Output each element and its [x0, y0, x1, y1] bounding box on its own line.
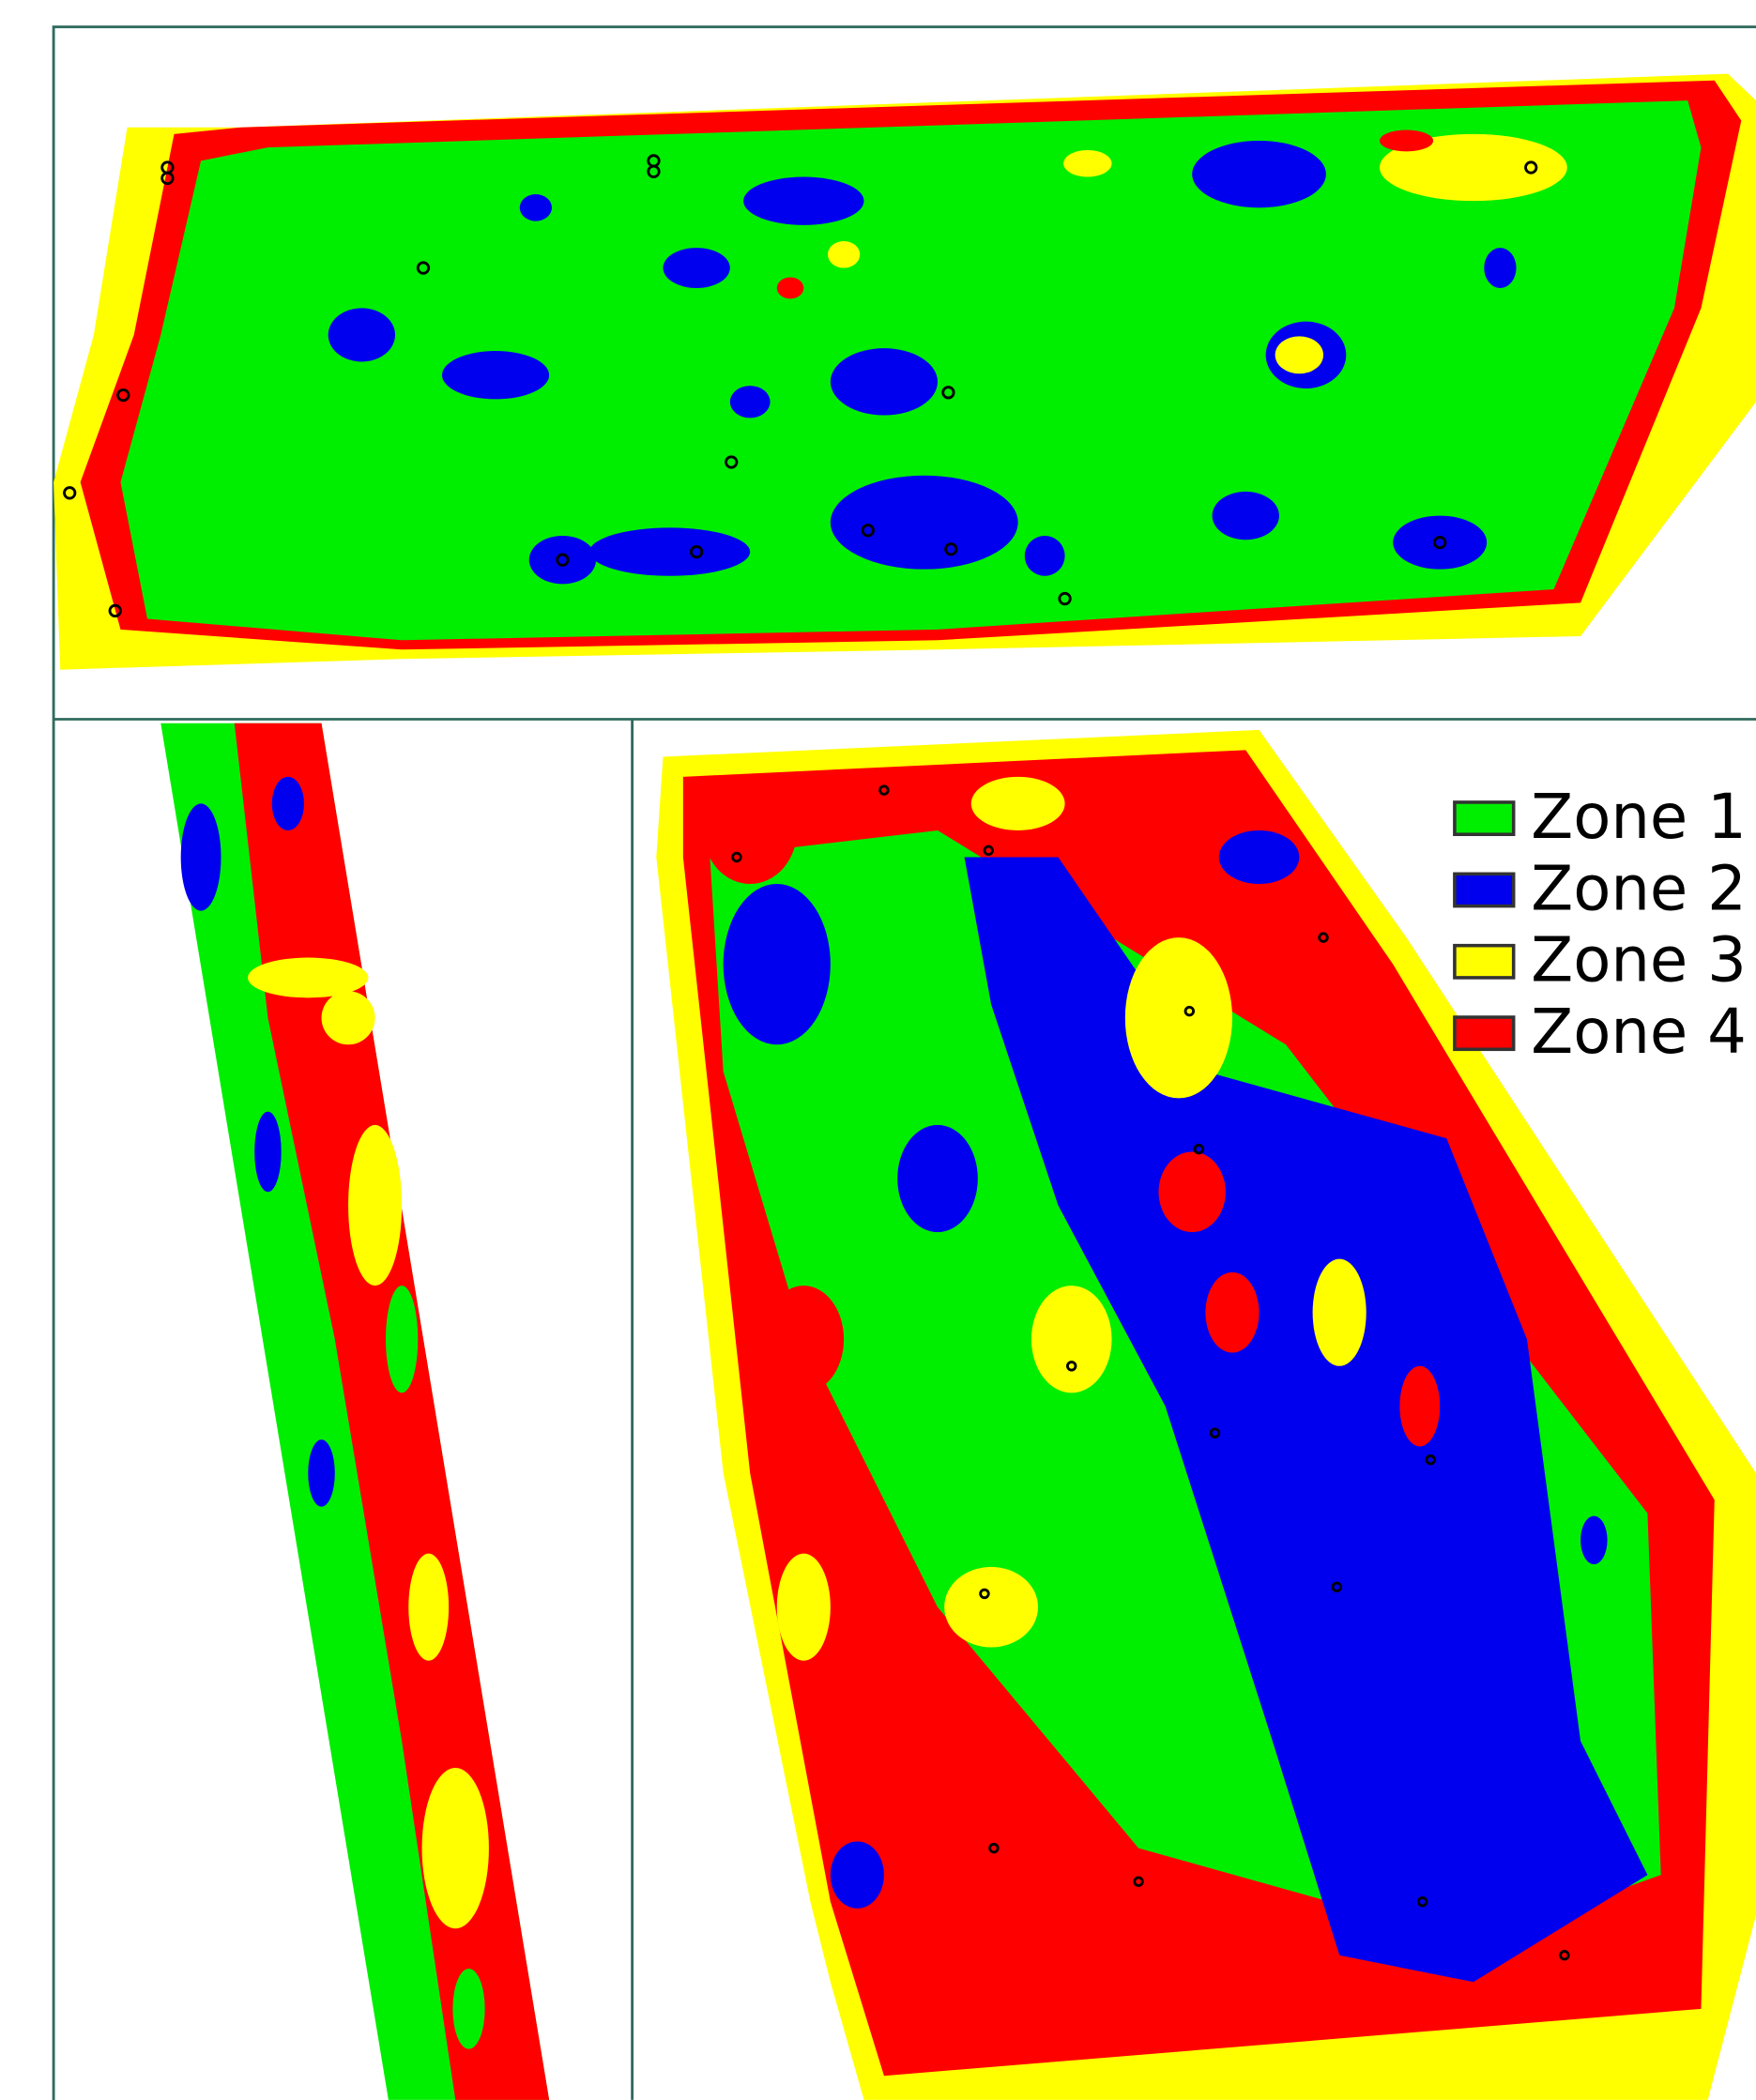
legend-label: Zone 4 [1531, 997, 1747, 1068]
legend-label: Zone 3 [1531, 925, 1747, 997]
legend-label: Zone 2 [1531, 853, 1747, 924]
field-top [53, 74, 1756, 670]
zone-map: Zone 1Zone 2Zone 3Zone 4 [0, 0, 1756, 2100]
legend-swatch [1455, 802, 1514, 834]
page: Zone 1Zone 2Zone 3Zone 4 (() => { const … [0, 0, 1756, 2100]
legend-swatch [1455, 1017, 1514, 1049]
legend-swatch [1455, 946, 1514, 978]
legend-swatch [1455, 874, 1514, 905]
legend-label: Zone 1 [1531, 782, 1747, 853]
